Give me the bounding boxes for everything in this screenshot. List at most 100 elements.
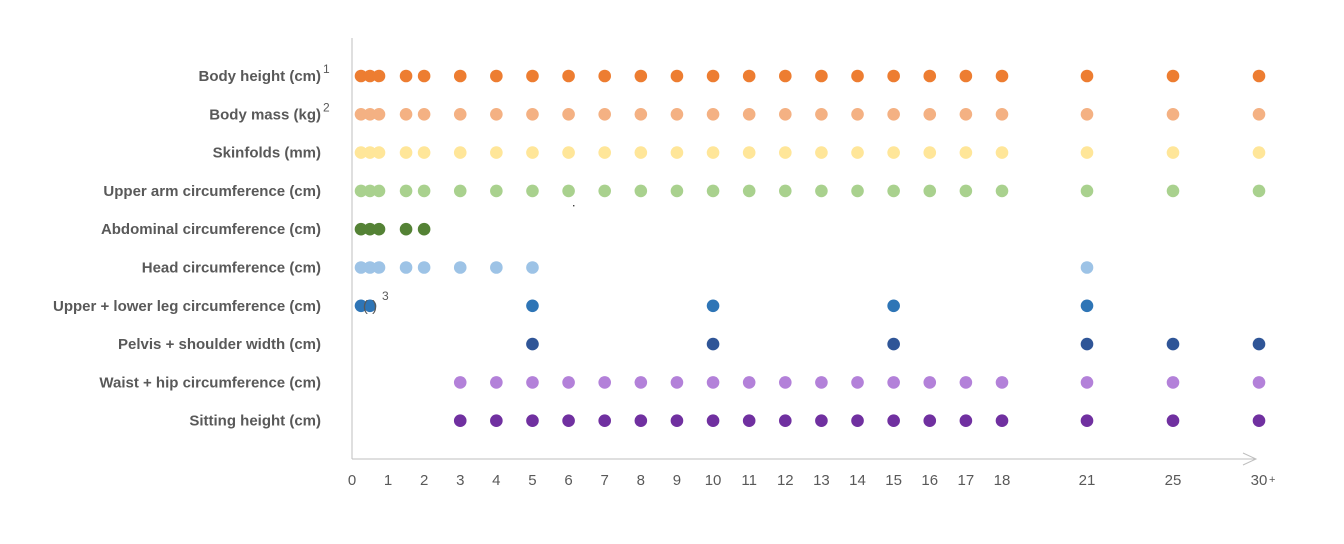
data-point [1080,261,1094,274]
data-point [354,222,368,236]
data-point [742,69,756,83]
data-point [815,108,828,121]
data-point [490,184,503,198]
data-point [372,222,386,236]
data-points: ( ) 3 [354,69,1266,428]
data-point [851,69,864,83]
row-labels: Body height (cm) 1 Body mass (kg) 2 Skinfold… [53,62,330,430]
data-point [598,146,612,159]
data-point [417,146,431,159]
data-point [1166,184,1180,198]
data-point [851,376,864,389]
data-point [490,376,503,389]
data-point [1252,376,1266,389]
data-point [1166,376,1180,389]
data-point [778,69,792,83]
x-tick-label: 9 [673,472,681,489]
bracket-footnote: 3 [382,289,389,303]
data-point [372,184,386,198]
data-point [562,414,575,428]
data-point [634,414,648,428]
x-axis-arrow-icon [1242,452,1258,466]
data-point [887,299,900,313]
data-point [887,184,900,198]
x-tick-labels: 0 1 2 3 4 5 6 7 8 9 10 11 12 13 14 15 16 17 18 21 25 30 + [348,472,1276,489]
x-tick-label: 11 [741,472,757,489]
data-point [453,146,467,159]
data-point [354,184,368,198]
row-label: Head circumference (cm) [142,260,321,277]
data-point [923,108,937,121]
data-point [1166,108,1180,121]
row-label-footnote: 1 [323,62,330,76]
data-point [670,69,684,83]
data-point [815,376,828,389]
row-label-footnote: 2 [323,100,330,114]
data-point [1252,146,1266,159]
data-point [526,146,539,159]
data-point [363,108,377,121]
data-point [526,69,539,83]
data-point [670,376,684,389]
data-point [706,108,720,121]
data-point [851,146,864,159]
x-tick-label: 0 [348,472,356,489]
data-point [354,299,368,313]
data-point [363,146,377,159]
x-tick-label: 15 [885,472,902,489]
data-point [372,261,386,274]
data-point [453,414,467,428]
data-point [815,414,828,428]
row-label: Upper + lower leg circumference (cm) [53,298,321,315]
data-point [526,108,539,121]
data-point [995,414,1009,428]
data-point [453,184,467,198]
data-point [959,184,973,198]
row-label: Pelvis + shoulder width (cm) [118,336,321,353]
data-point [399,184,413,198]
data-point [490,69,503,83]
x-tick-label: 17 [958,472,975,489]
data-point [742,146,756,159]
data-point [742,108,756,121]
data-point [634,184,648,198]
bracket-marks: ( ) [363,298,377,315]
data-point [995,146,1009,159]
data-point [490,414,503,428]
data-point [959,376,973,389]
data-point [526,414,539,428]
x-tick-label: 3 [456,472,464,489]
data-point [562,69,575,83]
data-point [959,414,973,428]
data-point [598,184,612,198]
data-point [778,376,792,389]
data-point [778,414,792,428]
data-point [706,184,720,198]
data-point [399,146,413,159]
data-point [417,184,431,198]
data-point [923,69,937,83]
data-point [887,337,900,351]
x-tick-label: 18 [994,472,1011,489]
row-label: Sitting height (cm) [189,413,321,430]
x-tick-label-suffix: + [1269,474,1275,486]
x-tick-label: 7 [601,472,609,489]
data-point [1080,376,1094,389]
data-point [417,108,431,121]
data-point [995,184,1009,198]
data-point [526,376,539,389]
data-point [354,69,368,83]
data-point [995,376,1009,389]
data-point [354,108,368,121]
x-tick-label: 25 [1165,472,1182,489]
data-point [778,146,792,159]
data-point [706,69,720,83]
data-point [706,337,720,351]
data-point [598,414,612,428]
data-point [399,108,413,121]
data-point [417,222,431,236]
stray-dot [573,205,575,207]
data-point [742,184,756,198]
data-point [1166,69,1180,83]
